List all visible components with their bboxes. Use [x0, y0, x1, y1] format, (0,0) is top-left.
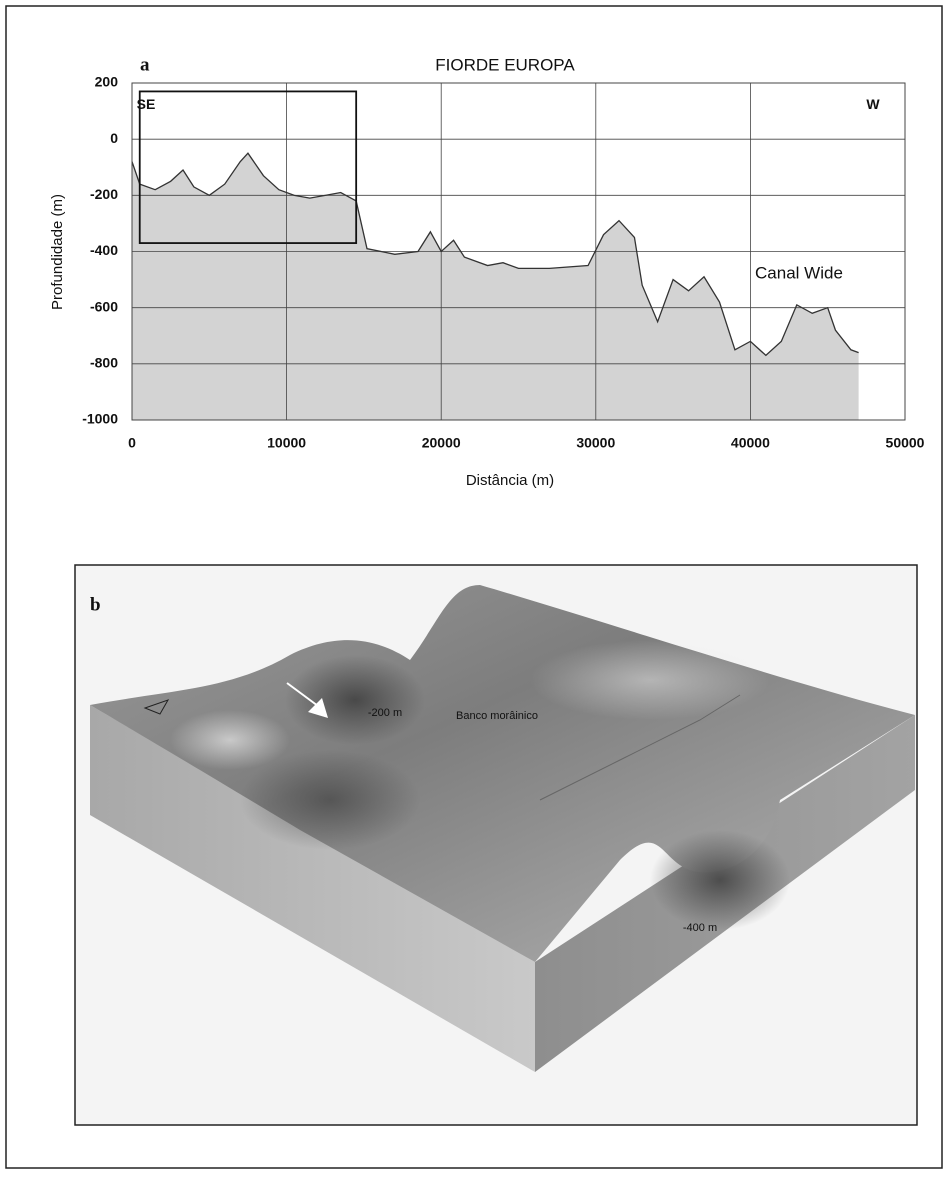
depression [650, 830, 790, 930]
arrow [286, 682, 319, 707]
plot-frame [131, 82, 906, 421]
area [132, 153, 859, 421]
y-tick-label: -600 [90, 298, 118, 314]
x-tick-label: 0 [128, 435, 136, 451]
arrow-head [308, 698, 328, 718]
x-axis-label: Distância (m) [466, 472, 554, 489]
panel-b: b -200 m Banco morâinico -400 m [74, 564, 918, 1126]
figure-border [5, 5, 943, 1169]
panel-a: a FIORDE EUROPA Distância (m) Profundida… [49, 54, 925, 489]
highlight [530, 640, 770, 720]
chart-title: FIORDE EUROPA [435, 55, 575, 74]
depression [240, 750, 420, 850]
x-tick-label: 50000 [886, 435, 925, 451]
x-tick-label: 10000 [267, 435, 306, 451]
panel-label: b [90, 594, 101, 615]
y-tick-label: -800 [90, 355, 118, 371]
annotation: -400 m [683, 922, 717, 934]
highlight [170, 710, 290, 770]
annotation: W [866, 96, 880, 112]
annotation: Canal Wide [755, 263, 843, 282]
x-tick-label: 30000 [576, 435, 615, 451]
panel-label: a [140, 54, 150, 75]
y-axis-label: Profundidade (m) [49, 194, 66, 310]
block-front-left [90, 705, 535, 1072]
annotation: Banco morâinico [456, 710, 538, 722]
x-tick-label: 40000 [731, 435, 770, 451]
fjord-line [539, 694, 741, 801]
y-tick-label: -1000 [82, 411, 118, 427]
y-tick-label: 0 [110, 130, 118, 146]
y-tick-label: -400 [90, 242, 118, 258]
x-tick-label: 20000 [422, 435, 461, 451]
line [131, 152, 859, 357]
annotation: SE [137, 96, 156, 112]
annotation: -200 m [368, 707, 402, 719]
y-tick-label: 200 [95, 74, 119, 90]
highlight-box [138, 90, 358, 244]
depression [285, 655, 425, 745]
north-arrow [143, 699, 170, 715]
y-tick-label: -200 [90, 186, 118, 202]
